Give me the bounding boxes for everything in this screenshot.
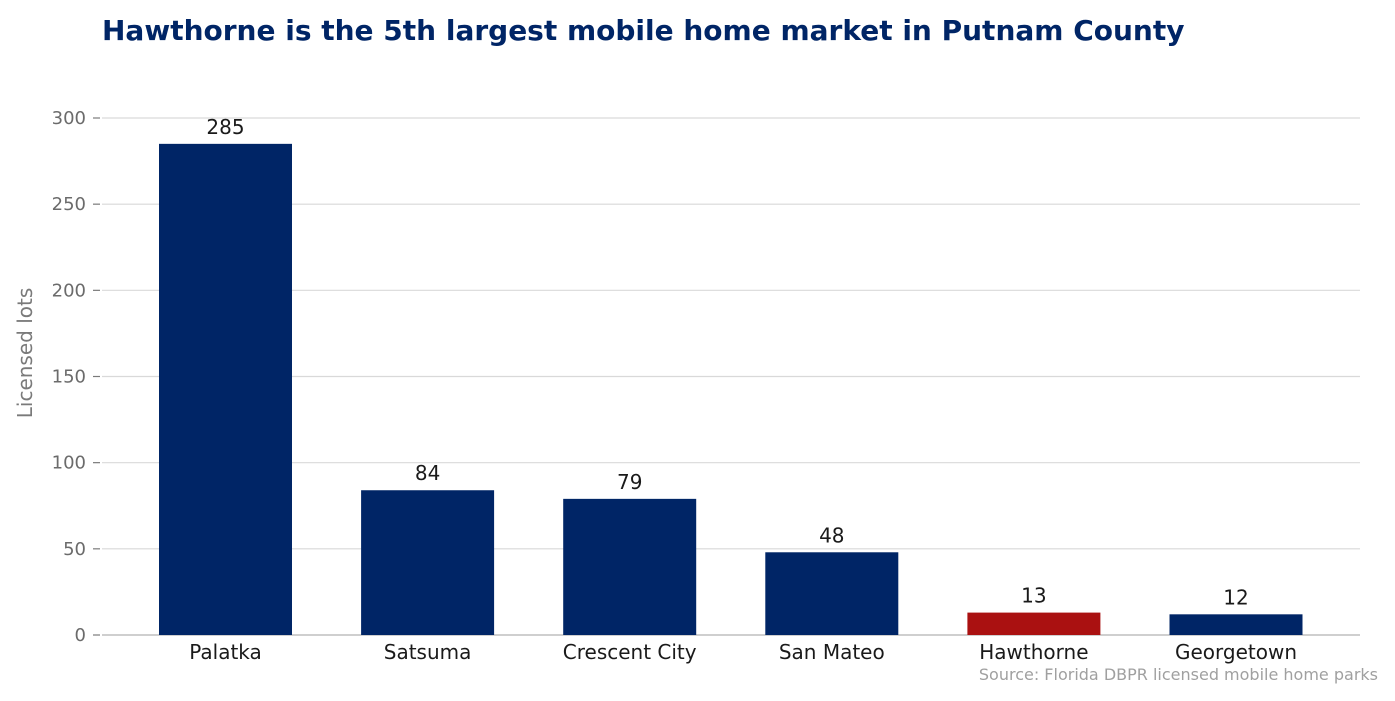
y-axis-label: Licensed lots <box>13 288 37 419</box>
y-tick-label: 150 <box>52 367 86 388</box>
value-label: 285 <box>206 115 244 139</box>
gridlines <box>102 117 1360 636</box>
x-tick-label: San Mateo <box>779 640 885 664</box>
x-tick-label: Satsuma <box>384 640 472 664</box>
chart-title: Hawthorne is the 5th largest mobile home… <box>102 14 1184 47</box>
value-label: 84 <box>415 461 440 485</box>
bar-crescent-city <box>563 498 697 635</box>
value-label: 12 <box>1223 585 1248 609</box>
bar-satsuma <box>361 490 495 635</box>
value-label: 13 <box>1021 584 1046 608</box>
x-tick-label: Georgetown <box>1175 640 1297 664</box>
bar-palatka <box>159 143 292 635</box>
y-tick-label: 200 <box>52 280 86 301</box>
x-tick-label: Crescent City <box>563 640 697 664</box>
bar-san-mateo <box>765 552 899 635</box>
y-tick-label: 50 <box>63 539 86 560</box>
source-note: Source: Florida DBPR licensed mobile hom… <box>979 665 1378 684</box>
bar-hawthorne <box>967 612 1101 635</box>
x-axis-ticks: Palatka Satsuma Crescent City San Mateo Hawt… <box>189 640 1297 664</box>
bars <box>159 143 1303 635</box>
x-tick-label: Hawthorne <box>979 640 1088 664</box>
y-tick-label: 0 <box>75 625 86 646</box>
value-label: 79 <box>617 470 642 494</box>
x-tick-label: Palatka <box>189 640 262 664</box>
bar-georgetown <box>1169 614 1303 635</box>
y-tick-label: 300 <box>52 108 86 129</box>
y-tick-label: 100 <box>52 453 86 474</box>
value-label: 48 <box>819 523 844 547</box>
y-tick-label: 250 <box>52 194 86 215</box>
y-axis-ticks: 0 50 100 150 200 250 300 <box>52 108 100 646</box>
value-labels: 285 84 79 48 13 12 <box>206 115 1248 609</box>
